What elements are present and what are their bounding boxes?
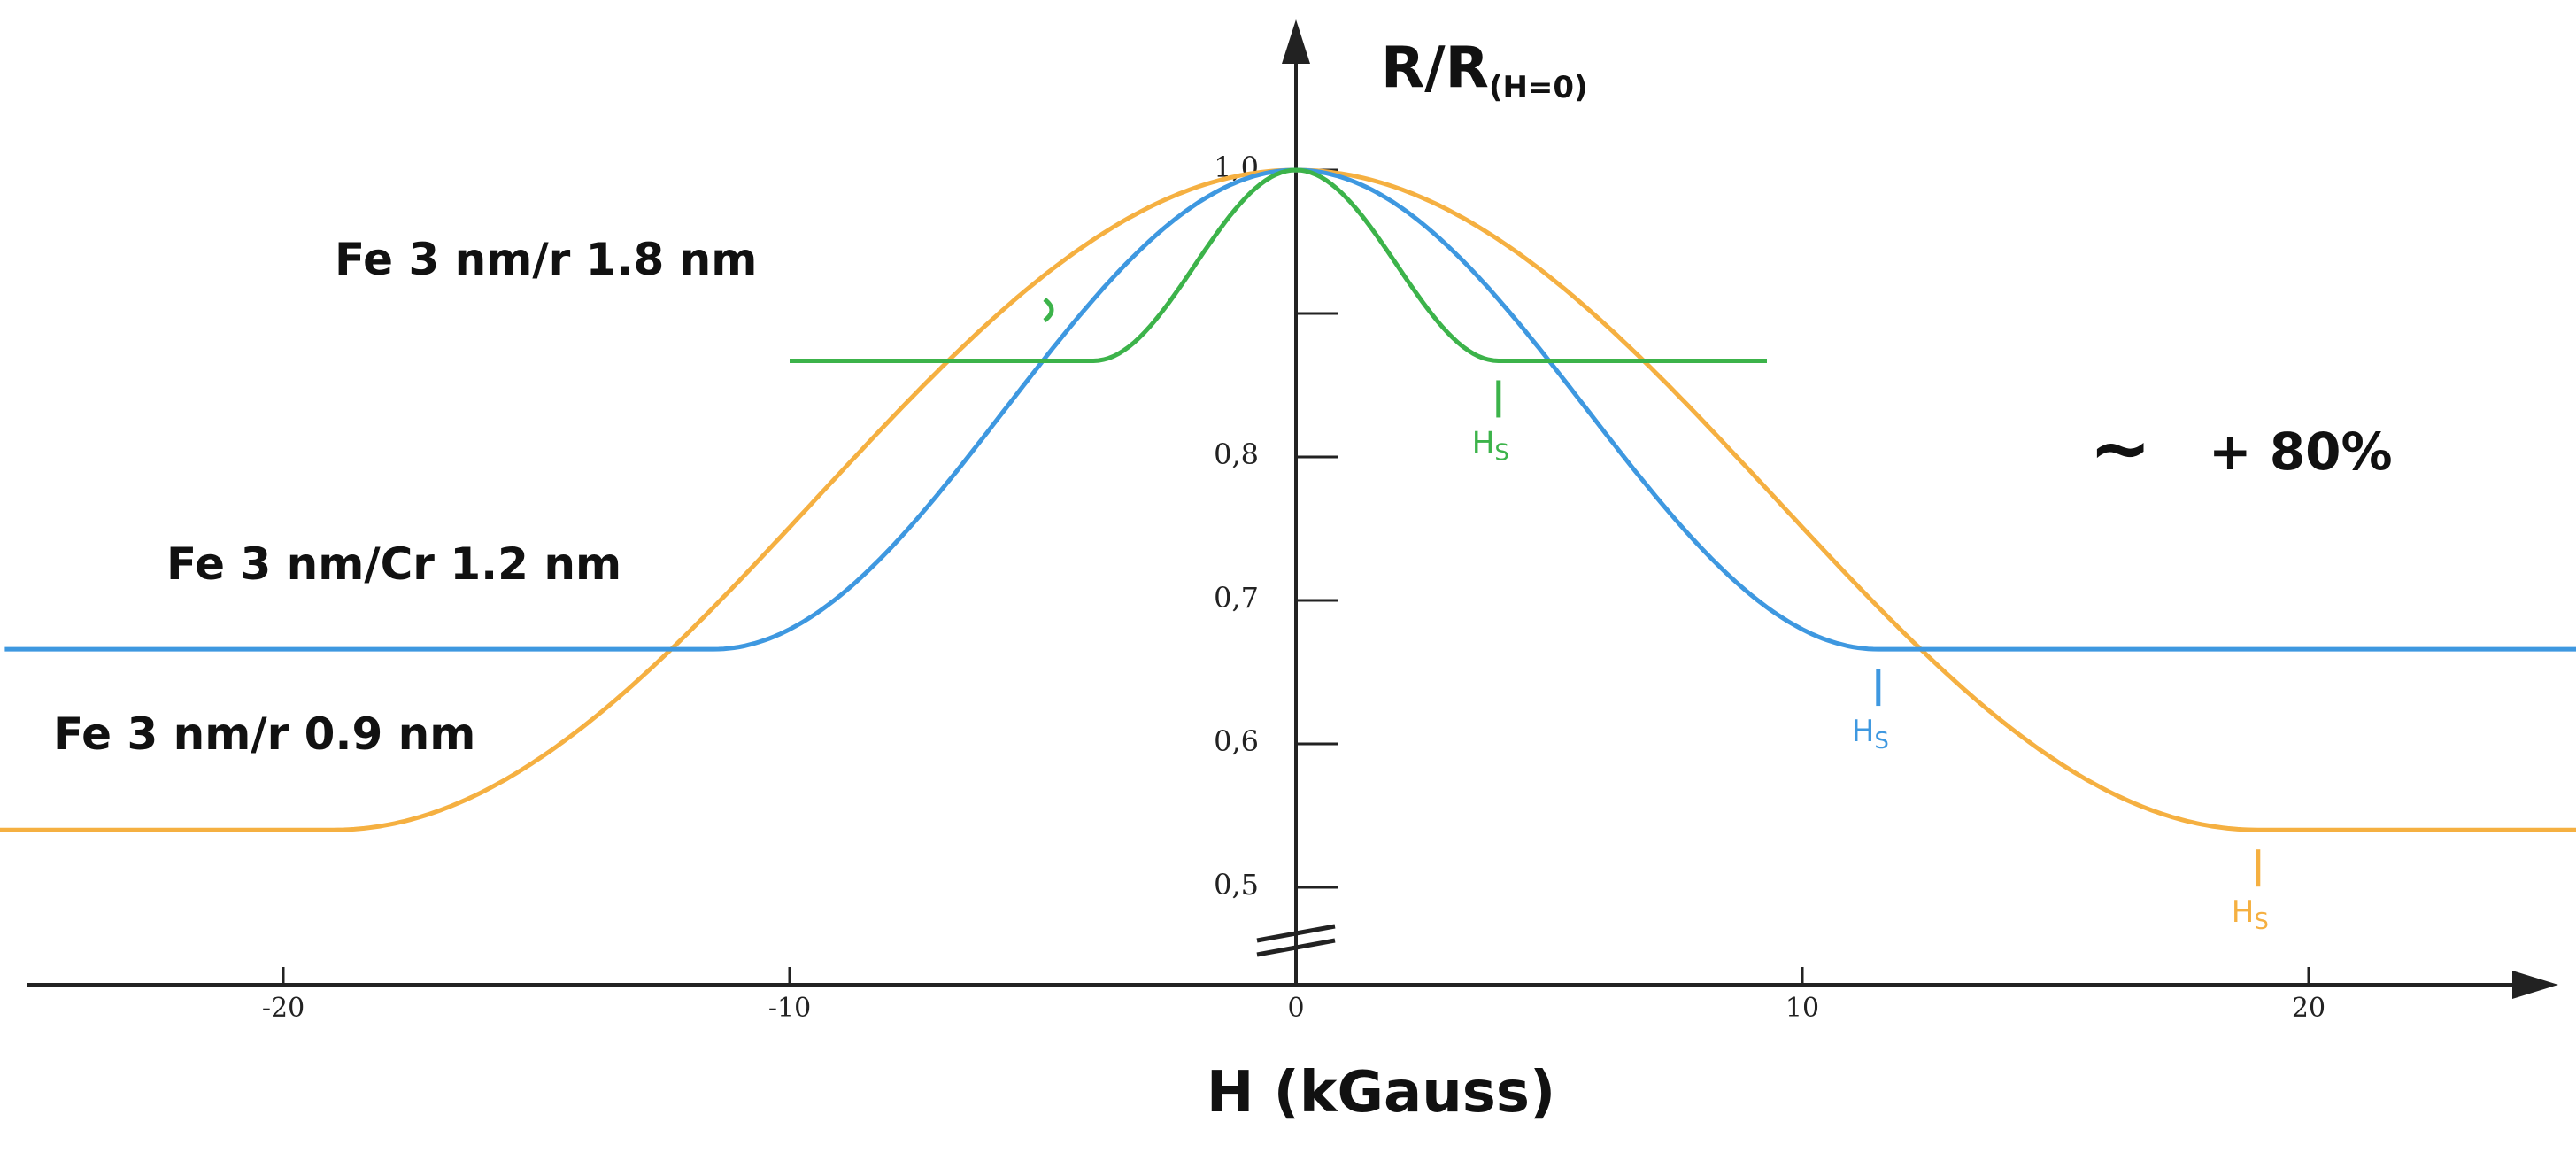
hs-label-0: HS xyxy=(1472,425,1509,466)
x-tick-label: 20 xyxy=(2292,993,2325,1024)
series-label-fe-1-8: Fe 3 nm/r 1.8 nm xyxy=(335,234,757,285)
tilde-symbol: ∼ xyxy=(2089,405,2151,491)
y-tick-label: 0,5 xyxy=(1214,868,1259,902)
x-tick-label: 10 xyxy=(1785,993,1819,1024)
series-line-0 xyxy=(790,167,1767,363)
hs-label-1: HS xyxy=(1852,714,1889,754)
y-ticks: 1,00,80,70,60,5 xyxy=(1214,151,1338,902)
green-curve-fragment xyxy=(1043,298,1054,322)
x-axis-arrowhead xyxy=(2512,971,2558,999)
x-ticks: -40-30-20-10010203040 xyxy=(262,967,2325,1024)
series-label-fe-cr-1-2: Fe 3 nm/Cr 1.2 nm xyxy=(166,538,621,590)
series-lines xyxy=(0,167,2576,832)
y-tick-label: 0,7 xyxy=(1214,581,1259,615)
y-axis-break xyxy=(1256,924,1336,957)
x-tick-label: -20 xyxy=(262,993,305,1024)
saturation-field-markers: HS HS HS xyxy=(1472,380,2269,935)
range-percent-label: + 80% xyxy=(2209,422,2393,482)
x-tick-label: 0 xyxy=(1287,993,1304,1024)
y-tick-label: 0,8 xyxy=(1214,437,1259,471)
x-axis-label: H (kGauss) xyxy=(1207,1060,1555,1126)
hs-label-2: HS xyxy=(2232,894,2269,935)
y-axis-arrowhead xyxy=(1282,19,1310,64)
series-label-fe-0-9: Fe 3 nm/r 0.9 nm xyxy=(53,708,475,760)
axes xyxy=(27,19,2558,999)
y-tick-label: 0,6 xyxy=(1214,724,1259,758)
y-axis-label: R/R(H=0) xyxy=(1381,35,1588,105)
x-tick-label: -10 xyxy=(768,993,811,1024)
range-annotation: ∼ + 80% xyxy=(2089,405,2393,491)
